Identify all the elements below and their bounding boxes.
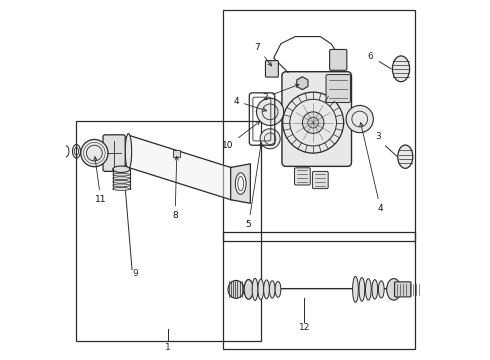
Ellipse shape [372,280,378,299]
Ellipse shape [270,281,275,298]
Ellipse shape [366,279,371,300]
Ellipse shape [244,279,253,299]
Circle shape [81,139,108,167]
FancyBboxPatch shape [294,168,310,185]
FancyBboxPatch shape [282,72,351,166]
Polygon shape [231,164,250,203]
Ellipse shape [113,188,130,190]
Ellipse shape [353,276,358,302]
Text: 1: 1 [165,343,171,352]
Text: 8: 8 [172,157,178,220]
FancyBboxPatch shape [266,60,278,77]
Ellipse shape [275,282,281,297]
FancyBboxPatch shape [326,75,350,103]
Ellipse shape [228,280,244,298]
Ellipse shape [258,279,264,300]
Bar [76,121,261,341]
Ellipse shape [392,56,410,82]
Ellipse shape [398,145,413,168]
Ellipse shape [235,173,246,194]
Ellipse shape [378,281,384,298]
Ellipse shape [113,173,130,176]
Ellipse shape [252,278,258,301]
Polygon shape [128,135,231,200]
Text: 11: 11 [94,157,107,204]
FancyBboxPatch shape [394,282,411,297]
Bar [223,10,416,241]
Text: 9: 9 [133,269,139,278]
Ellipse shape [113,177,130,180]
Ellipse shape [113,180,130,183]
Text: 12: 12 [298,323,310,332]
Ellipse shape [113,184,130,187]
Circle shape [302,112,324,134]
Text: 4: 4 [233,96,267,111]
Ellipse shape [113,166,130,172]
Text: 10: 10 [222,121,260,150]
FancyBboxPatch shape [330,49,347,70]
FancyBboxPatch shape [313,171,328,189]
FancyBboxPatch shape [103,135,125,171]
Ellipse shape [125,134,132,169]
Circle shape [346,105,373,133]
Text: 5: 5 [245,143,263,229]
Circle shape [260,129,280,149]
Text: 4: 4 [360,123,383,213]
Text: 7: 7 [255,43,271,66]
Text: 6: 6 [368,52,373,61]
Bar [173,150,180,157]
Bar [223,232,416,348]
Text: 3: 3 [375,132,381,141]
Ellipse shape [387,279,401,300]
Text: 2: 2 [262,84,299,102]
Circle shape [256,98,284,126]
Ellipse shape [264,280,270,299]
Ellipse shape [359,278,365,301]
